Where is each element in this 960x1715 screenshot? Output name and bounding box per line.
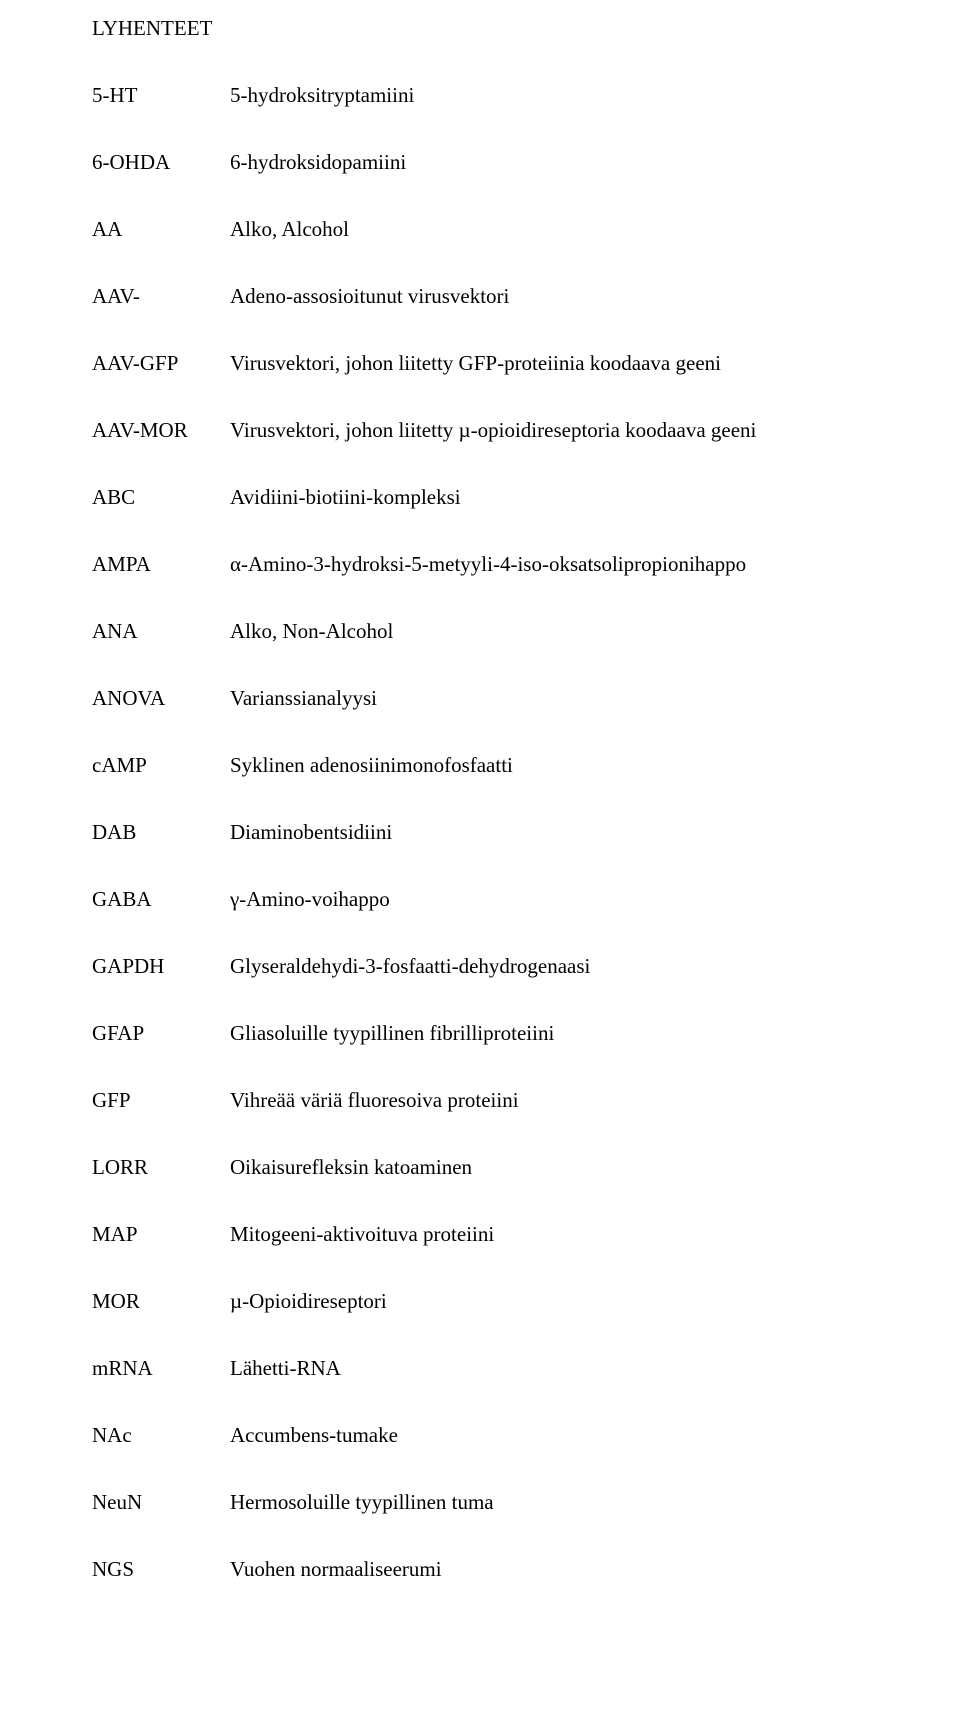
abbr-term: mRNA [92,1358,230,1379]
document-page: LYHENTEET 5-HT 5-hydroksitryptamiini 6-O… [0,0,960,1620]
abbr-description: Lähetti-RNA [230,1358,868,1379]
abbr-row: GFP Vihreää väriä fluoresoiva proteiini [92,1090,868,1111]
abbr-term: MAP [92,1224,230,1245]
page-title: LYHENTEET [92,18,868,39]
abbr-description: Accumbens-tumake [230,1425,868,1446]
abbr-description: α-Amino-3-hydroksi-5-metyyli-4-iso-oksat… [230,554,868,575]
abbr-term: AAV- [92,286,230,307]
abbr-term: NGS [92,1559,230,1580]
abbr-term: AMPA [92,554,230,575]
abbr-row: GABA γ-Amino-voihappo [92,889,868,910]
abbr-row: NGS Vuohen normaaliseerumi [92,1559,868,1580]
abbr-description: Diaminobentsidiini [230,822,868,843]
abbr-row: GFAP Gliasoluille tyypillinen fibrillipr… [92,1023,868,1044]
abbr-term: NeuN [92,1492,230,1513]
abbr-description: Oikaisurefleksin katoaminen [230,1157,868,1178]
abbr-description: Alko, Alcohol [230,219,868,240]
abbr-term: ABC [92,487,230,508]
abbr-row: NeuN Hermosoluille tyypillinen tuma [92,1492,868,1513]
abbr-description: Adeno-assosioitunut virusvektori [230,286,868,307]
abbr-row: NAc Accumbens-tumake [92,1425,868,1446]
abbr-term: cAMP [92,755,230,776]
abbr-term: 5-HT [92,85,230,106]
abbr-row: 5-HT 5-hydroksitryptamiini [92,85,868,106]
abbr-row: GAPDH Glyseraldehydi-3-fosfaatti-dehydro… [92,956,868,977]
abbr-term: AAV-MOR [92,420,230,441]
abbr-description: γ-Amino-voihappo [230,889,868,910]
abbr-row: AAV-MOR Virusvektori, johon liitetty µ-o… [92,420,868,441]
abbr-description: 5-hydroksitryptamiini [230,85,868,106]
abbr-term: GABA [92,889,230,910]
abbr-term: GAPDH [92,956,230,977]
abbr-term: ANA [92,621,230,642]
abbr-row: 6-OHDA 6-hydroksidopamiini [92,152,868,173]
abbr-row: AA Alko, Alcohol [92,219,868,240]
abbr-description: Mitogeeni-aktivoituva proteiini [230,1224,868,1245]
abbr-row: AAV-GFP Virusvektori, johon liitetty GFP… [92,353,868,374]
abbr-row: DAB Diaminobentsidiini [92,822,868,843]
abbr-term: AA [92,219,230,240]
abbr-term: 6-OHDA [92,152,230,173]
abbr-term: GFAP [92,1023,230,1044]
abbr-row: ANA Alko, Non-Alcohol [92,621,868,642]
abbr-term: LORR [92,1157,230,1178]
abbr-description: Virusvektori, johon liitetty µ-opioidire… [230,420,868,441]
abbr-term: DAB [92,822,230,843]
abbr-description: Avidiini-biotiini-kompleksi [230,487,868,508]
abbr-row: cAMP Syklinen adenosiinimonofosfaatti [92,755,868,776]
abbr-description: Hermosoluille tyypillinen tuma [230,1492,868,1513]
abbr-term: ANOVA [92,688,230,709]
abbr-row: ANOVA Varianssianalyysi [92,688,868,709]
abbr-row: AAV- Adeno-assosioitunut virusvektori [92,286,868,307]
abbr-description: Virusvektori, johon liitetty GFP-proteii… [230,353,868,374]
abbr-row: MOR µ-Opioidireseptori [92,1291,868,1312]
abbr-row: MAP Mitogeeni-aktivoituva proteiini [92,1224,868,1245]
abbr-description: Alko, Non-Alcohol [230,621,868,642]
abbr-description: µ-Opioidireseptori [230,1291,868,1312]
abbr-description: Syklinen adenosiinimonofosfaatti [230,755,868,776]
abbr-term: MOR [92,1291,230,1312]
abbr-description: Varianssianalyysi [230,688,868,709]
abbr-row: mRNA Lähetti-RNA [92,1358,868,1379]
abbr-term: AAV-GFP [92,353,230,374]
abbr-description: 6-hydroksidopamiini [230,152,868,173]
abbr-term: NAc [92,1425,230,1446]
abbr-row: AMPA α-Amino-3-hydroksi-5-metyyli-4-iso-… [92,554,868,575]
abbr-row: ABC Avidiini-biotiini-kompleksi [92,487,868,508]
abbr-term: GFP [92,1090,230,1111]
abbr-row: LORR Oikaisurefleksin katoaminen [92,1157,868,1178]
abbr-description: Vihreää väriä fluoresoiva proteiini [230,1090,868,1111]
abbr-description: Gliasoluille tyypillinen fibrilliproteii… [230,1023,868,1044]
abbr-description: Vuohen normaaliseerumi [230,1559,868,1580]
abbr-description: Glyseraldehydi-3-fosfaatti-dehydrogenaas… [230,956,868,977]
